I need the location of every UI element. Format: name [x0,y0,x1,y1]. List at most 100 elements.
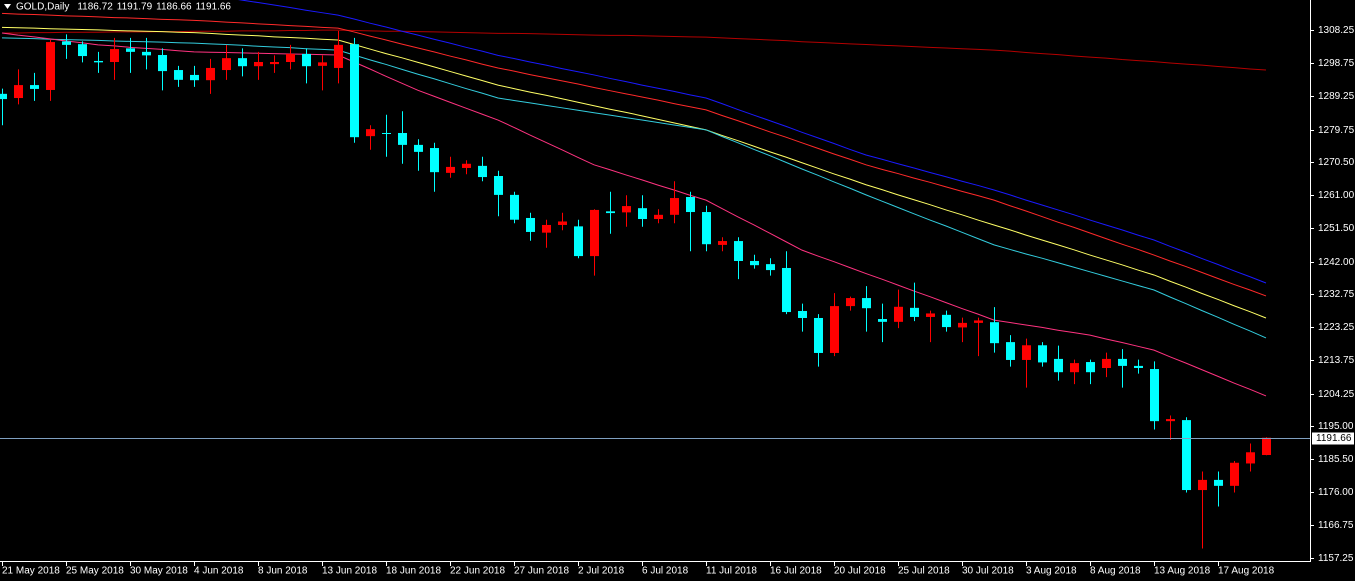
y-tick-label: 1195.00 [1318,421,1354,432]
x-tick-label: 20 Jul 2018 [834,566,886,577]
header-low: 1186.66 [156,2,192,13]
candle-body [926,313,935,317]
candle-body [430,148,439,173]
candle-body [46,42,55,90]
candle-body [846,298,855,307]
candle-body [1182,420,1191,491]
candle-body [510,194,519,220]
x-tick-label: 8 Aug 2018 [1090,566,1141,577]
x-tick-label: 8 Jun 2018 [258,566,308,577]
candle-body [1246,452,1255,464]
candle-body [14,85,23,99]
x-tick-label: 11 Jul 2018 [706,566,757,577]
candle-body [862,298,871,309]
candle-body [590,209,599,257]
candle-body [158,55,167,72]
y-tick-label: 1270.50 [1318,157,1355,168]
candle-body [206,67,215,81]
candle-body [750,260,759,266]
y-tick-label: 1289.25 [1318,91,1355,102]
x-tick-label: 22 Jun 2018 [450,566,505,577]
x-tick-label: 25 May 2018 [66,566,124,577]
candle-body [1070,363,1079,373]
x-tick-label: 25 Jul 2018 [898,566,950,577]
x-tick-label: 3 Aug 2018 [1026,566,1077,577]
candle-body [78,44,87,57]
x-tick-label: 30 May 2018 [130,566,188,577]
candle-body [766,264,775,271]
candle-body [334,44,343,68]
x-tick-label: 30 Jul 2018 [962,566,1014,577]
y-tick-label: 1213.75 [1318,355,1355,366]
x-tick-label: 21 May 2018 [2,566,60,577]
candle-body [94,60,103,63]
y-tick-label: 1279.75 [1318,125,1355,136]
candle-body [686,196,695,213]
candle-body [286,53,295,63]
y-tick-label: 1232.75 [1318,289,1355,300]
price-label: 1191.66 [1316,433,1352,444]
y-tick-label: 1166.75 [1318,520,1354,531]
candle-body [542,224,551,233]
x-tick-label: 6 Jul 2018 [642,566,689,577]
x-tick-label: 4 Jun 2018 [194,566,244,577]
x-tick-label: 27 Jun 2018 [514,566,569,577]
y-tick-label: 1298.75 [1318,58,1355,69]
candle-body [1022,345,1031,360]
moving-average-line [1,26,1267,319]
moving-average-line [1,32,1267,397]
symbol-label: GOLD,Daily [16,2,69,13]
candle-body [734,241,743,261]
candle-body [366,129,375,137]
candle-body [414,144,423,152]
candle-body [718,241,727,245]
candle-body [702,212,711,245]
candle-body [798,310,807,318]
header-close: 1191.66 [196,2,232,13]
y-tick-label: 1185.50 [1318,454,1354,465]
moving-average-line [2,29,1267,71]
y-tick-label: 1261.00 [1318,190,1355,201]
candle-body [526,217,535,232]
moving-average-line [238,0,1267,284]
candle-body [30,85,39,89]
y-tick-label: 1223.25 [1318,322,1355,333]
candle-body [894,306,903,322]
candle-body [1262,437,1271,456]
candle-body [126,48,135,52]
y-tick-label: 1204.25 [1318,389,1355,400]
candle-body [1198,479,1207,491]
x-tick-label: 18 Jun 2018 [386,566,441,577]
candle-body [1054,358,1063,373]
candle-body [990,322,999,344]
x-tick-label: 2 Jul 2018 [578,566,625,577]
candle-body [398,132,407,145]
candle-body [1102,358,1111,368]
candle-body [270,62,279,65]
moving-average-line [1,37,1267,339]
x-tick-label: 13 Jun 2018 [322,566,377,577]
candle-body [478,165,487,178]
candle-body [782,267,791,313]
price-label-box [1312,432,1354,445]
moving-average-line [1,12,1267,297]
candle-body [318,62,327,66]
candle-body [1086,362,1095,373]
candle-body [654,214,663,220]
candle-body [174,70,183,80]
candle-body [958,322,967,328]
menu-arrow[interactable] [4,4,11,9]
candle-body [622,206,631,213]
header-high: 1191.79 [117,2,153,13]
candle-body [670,198,679,215]
candle-body [638,208,647,220]
x-tick-label: 13 Aug 2018 [1154,566,1211,577]
candle-body [1230,462,1239,486]
candle-body [830,306,839,353]
header-open: 1186.72 [77,2,113,13]
candle-body [878,319,887,322]
candle-body [254,62,263,67]
candle-body [1038,345,1047,363]
